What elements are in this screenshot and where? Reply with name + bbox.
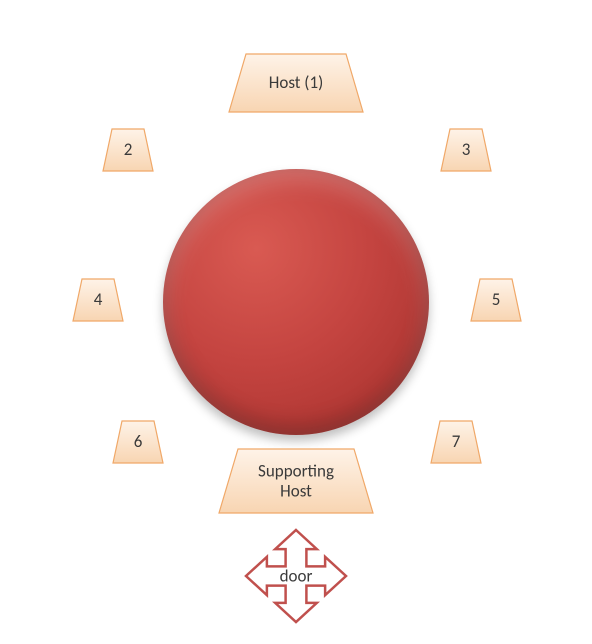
seat-seat-4: 4 — [72, 278, 124, 322]
seat-seat-7: 7 — [430, 420, 482, 464]
door-icon: door — [244, 528, 348, 624]
seat-host: Host (1) — [228, 53, 364, 113]
seat-seat-3: 3 — [440, 128, 492, 172]
seat-seat-2: 2 — [102, 128, 154, 172]
seating-diagram: Host (1) 2 3 4 5 6 7 Supporting Host door — [0, 0, 592, 644]
seat-seat-5: 5 — [470, 278, 522, 322]
seat-supporting: Supporting Host — [218, 448, 374, 514]
round-table — [163, 169, 429, 435]
seat-seat-6: 6 — [112, 420, 164, 464]
